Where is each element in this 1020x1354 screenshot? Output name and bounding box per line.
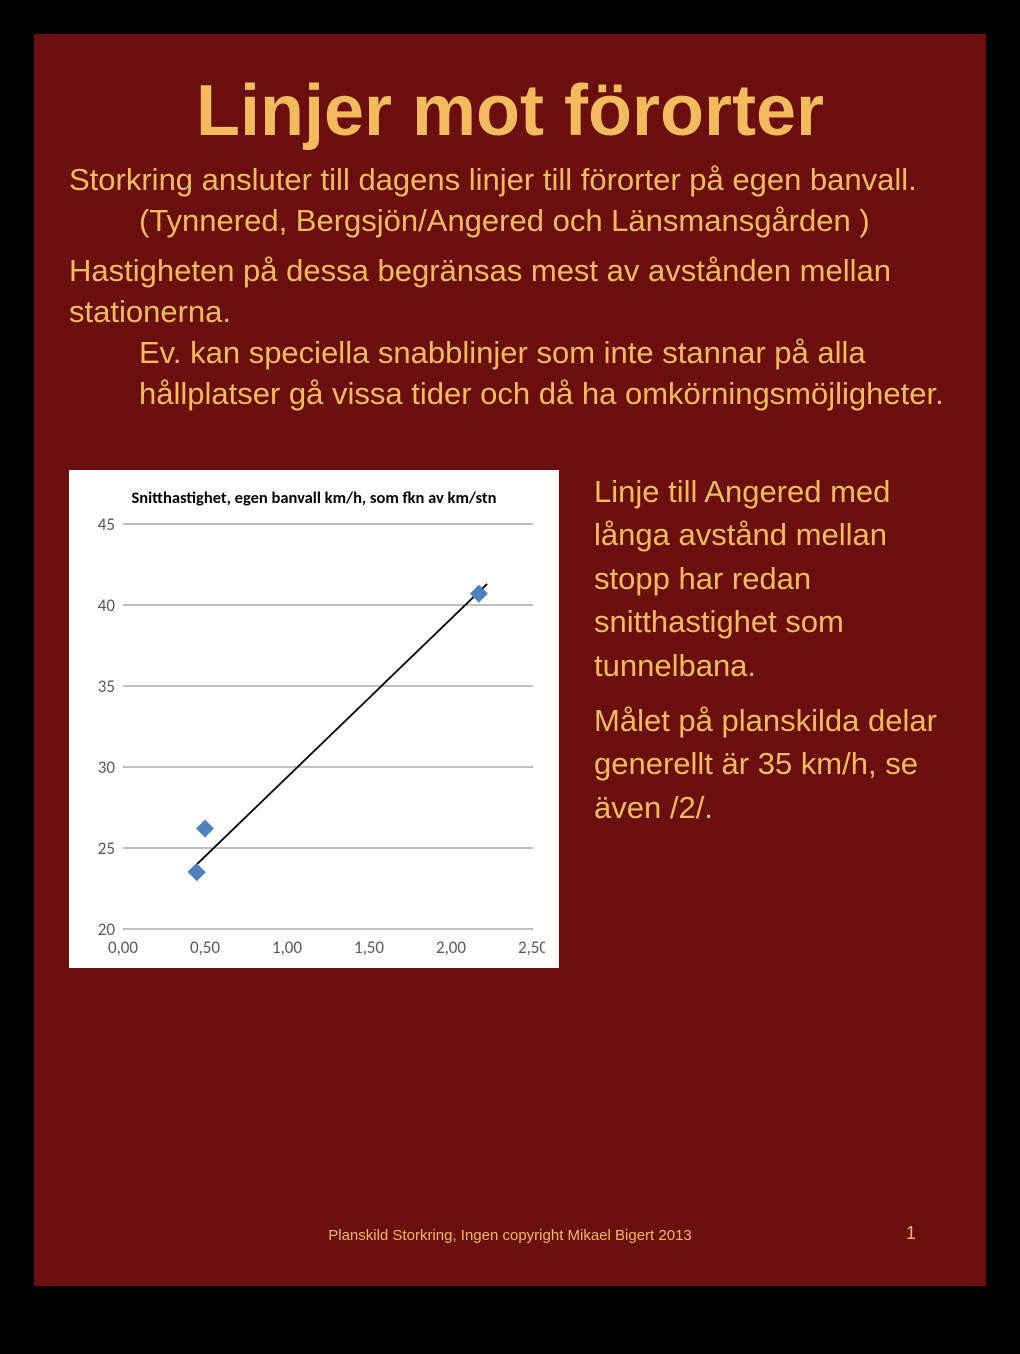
- page-number: 1: [906, 1223, 916, 1244]
- para2-main: Hastigheten på dessa begränsas mest av a…: [69, 253, 891, 329]
- para1-main: Storkring ansluter till dagens linjer ti…: [69, 162, 917, 197]
- paragraph-1: Storkring ansluter till dagens linjer ti…: [69, 160, 951, 242]
- slide: Linjer mot förorter Storkring ansluter t…: [34, 34, 986, 1286]
- svg-text:0,50: 0,50: [190, 937, 220, 958]
- svg-text:25: 25: [98, 838, 115, 859]
- para2-indent: Ev. kan speciella snabblinjer som inte s…: [69, 333, 951, 415]
- chart-title: Snitthastighet, egen banvall km/h, som f…: [83, 488, 545, 508]
- svg-text:0,00: 0,00: [108, 937, 138, 958]
- svg-text:1,50: 1,50: [354, 937, 384, 958]
- chart-container: Snitthastighet, egen banvall km/h, som f…: [69, 470, 559, 968]
- footer-text: Planskild Storkring, Ingen copyright Mik…: [34, 1227, 986, 1244]
- paragraph-2: Hastigheten på dessa begränsas mest av a…: [69, 251, 951, 415]
- svg-text:45: 45: [98, 518, 115, 535]
- para1-indent: (Tynnered, Bergsjön/Angered och Länsmans…: [69, 201, 951, 242]
- right-text-column: Linje till Angered med långa avstånd mel…: [594, 470, 951, 968]
- right-paragraph-2: Målet på planskilda delar generellt är 3…: [594, 699, 951, 829]
- svg-text:35: 35: [98, 676, 115, 697]
- svg-text:2,00: 2,00: [436, 937, 466, 958]
- svg-text:40: 40: [98, 595, 116, 616]
- right-paragraph-1: Linje till Angered med långa avstånd mel…: [594, 470, 951, 687]
- slide-title: Linjer mot förorter: [69, 74, 951, 150]
- content-row: Snitthastighet, egen banvall km/h, som f…: [69, 470, 951, 968]
- svg-text:30: 30: [98, 757, 116, 778]
- svg-text:1,00: 1,00: [272, 937, 302, 958]
- scatter-chart: 2025303540450,000,501,001,502,002,50: [83, 518, 545, 963]
- svg-text:2,50: 2,50: [518, 937, 545, 958]
